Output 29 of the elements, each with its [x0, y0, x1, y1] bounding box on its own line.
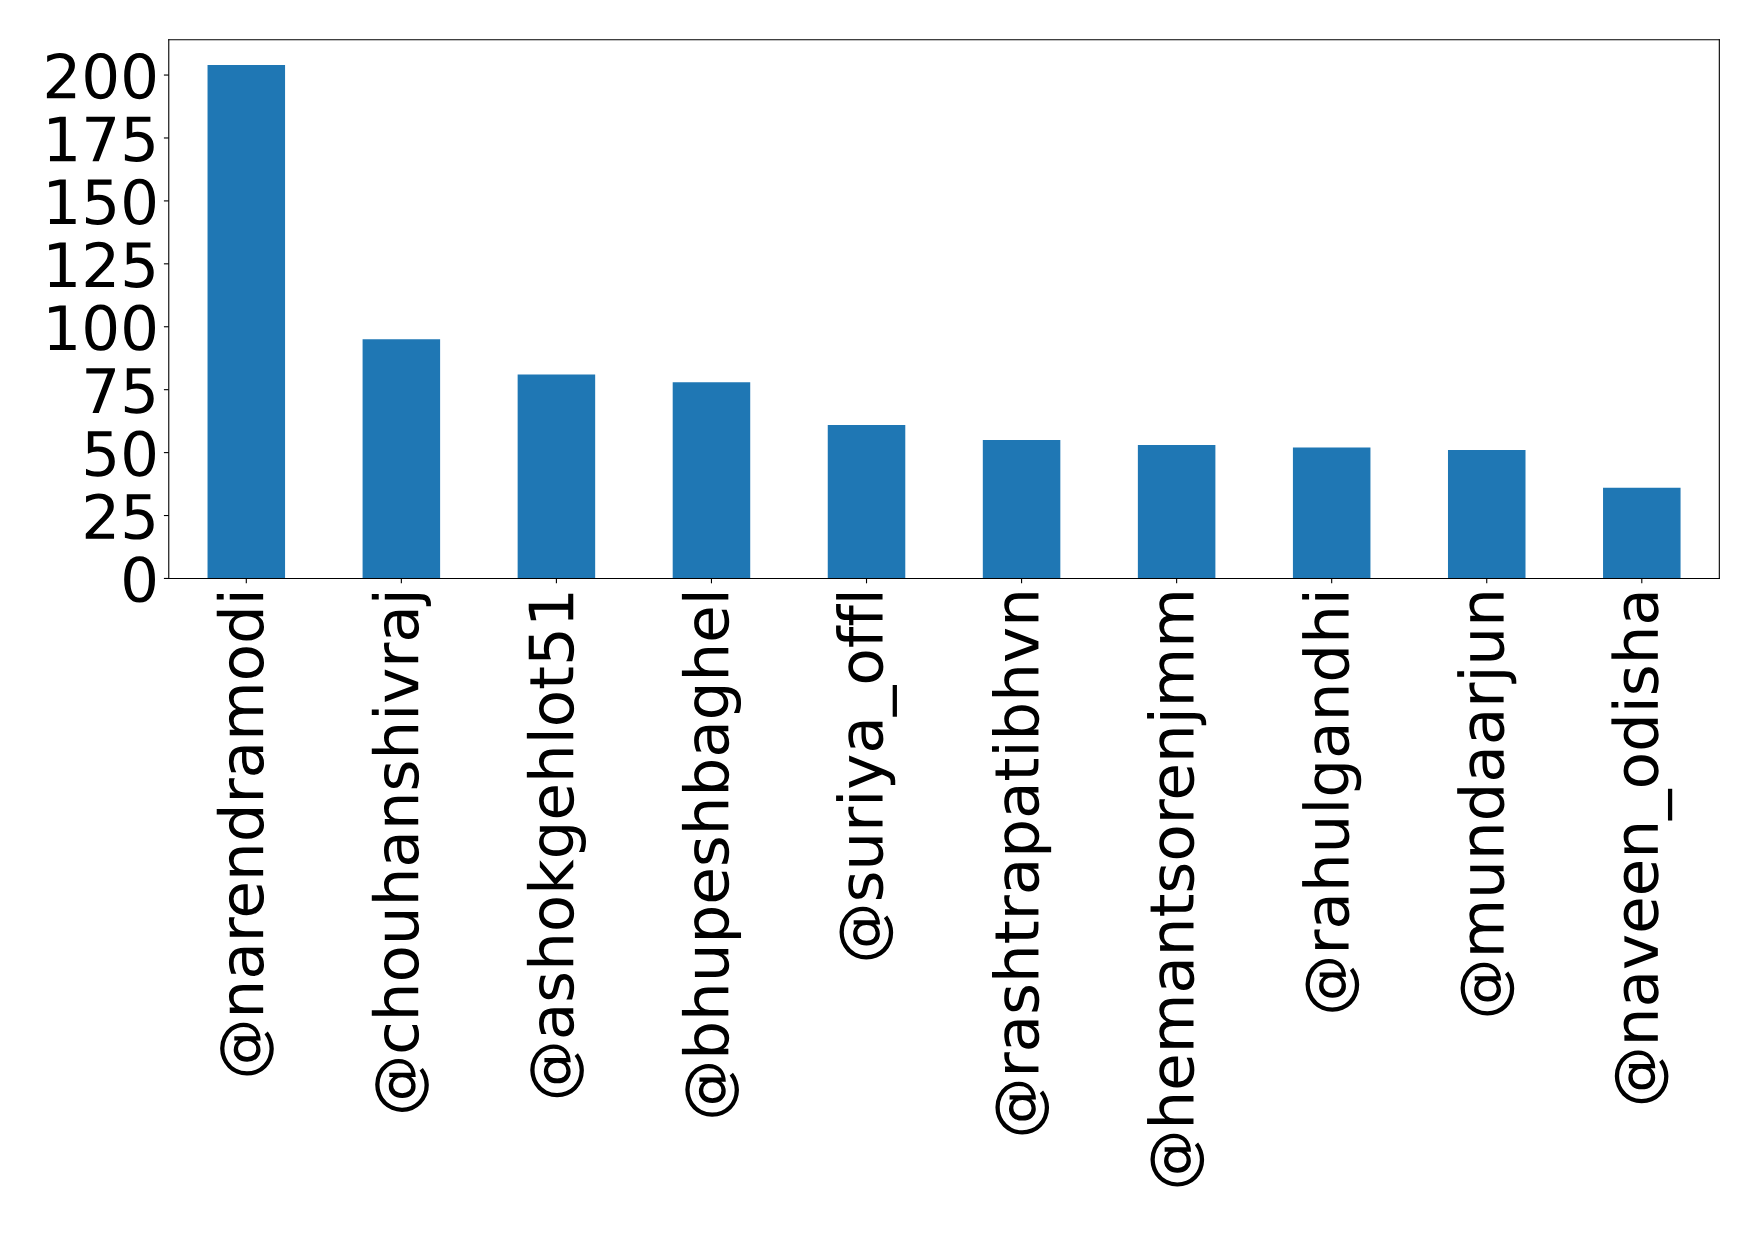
x-tick-label: @hemantsorenjmm: [1147, 593, 1207, 1187]
y-tick-label: 25: [85, 493, 154, 540]
y-tick-label: 200: [46, 52, 155, 100]
bar: [1292, 447, 1371, 579]
y-tick-label: 0: [124, 556, 155, 603]
x-tick-label: @suriya_offl: [836, 593, 897, 960]
x-tick-label: @naveen_odisha: [1611, 593, 1673, 1104]
x-tick-label: @narendramodi: [216, 593, 274, 1076]
x-tick-label: @bhupeshbaghel: [681, 593, 742, 1117]
bar: [827, 424, 906, 579]
bar: [982, 440, 1061, 579]
x-tick-label: @rahulgandhi: [1302, 593, 1362, 1012]
bar: [517, 374, 596, 579]
x-tick-label: @ashokgehlot51: [526, 593, 586, 1098]
bar: [672, 382, 751, 579]
y-tick-label: 175: [49, 116, 154, 163]
x-tick-label: @chouhanshivraj: [371, 593, 431, 1112]
x-tick-label: @rashtrapatibhvn: [992, 593, 1052, 1135]
x-tick-label: @mundaarjun: [1457, 593, 1517, 1016]
bar: [1447, 450, 1526, 579]
y-tick-label: 100: [49, 304, 155, 351]
bar: [207, 64, 286, 579]
bar: [1137, 445, 1216, 579]
y-tick-label: 75: [86, 368, 154, 414]
y-tick-label: 125: [49, 241, 154, 288]
y-tick-label: 150: [49, 178, 155, 225]
bar: [1603, 487, 1681, 579]
bar: [362, 339, 441, 579]
y-tick-label: 50: [86, 430, 155, 477]
